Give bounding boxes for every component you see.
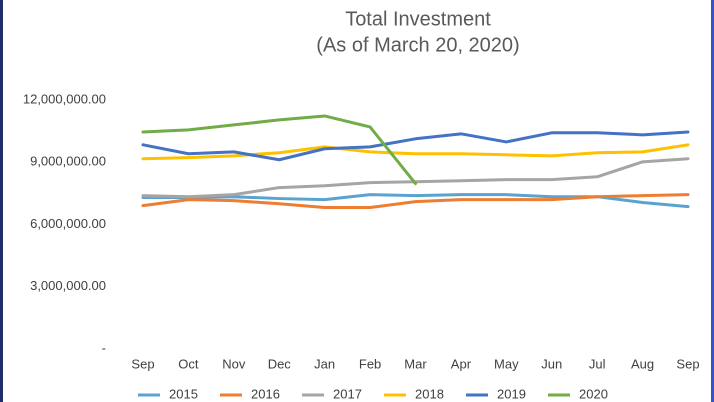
series-line: [141, 157, 690, 199]
y-tick-label: 3,000,000.00: [30, 278, 106, 293]
x-tick-label: Apr: [451, 356, 472, 371]
y-tick-label: -: [102, 340, 106, 355]
legend-label: 2015: [169, 386, 198, 401]
x-tick-label: Aug: [631, 356, 654, 371]
y-tick-label: 12,000,000.00: [23, 91, 106, 106]
y-tick-label: 6,000,000.00: [30, 216, 106, 231]
legend-label: 2017: [333, 386, 362, 401]
legend-label: 2016: [251, 386, 280, 401]
x-tick-label: Oct: [178, 356, 199, 371]
series-line: [141, 114, 417, 186]
legend-label: 2019: [497, 386, 526, 401]
right-border: [711, 0, 714, 402]
chart-subtitle: (As of March 20, 2020): [316, 34, 519, 56]
x-tick-label: Jun: [541, 356, 562, 371]
x-tick-label: Sep: [676, 356, 699, 371]
chart-title: Total Investment: [345, 8, 491, 30]
x-tick-label: Jul: [589, 356, 606, 371]
series-line: [141, 130, 690, 162]
x-tick-label: Nov: [222, 356, 246, 371]
x-tick-label: Jan: [314, 356, 335, 371]
x-tick-label: May: [494, 356, 519, 371]
legend-label: 2020: [579, 386, 608, 401]
series-line: [141, 143, 690, 161]
series-line: [141, 193, 690, 209]
x-tick-label: Sep: [131, 356, 154, 371]
x-tick-label: Dec: [268, 356, 292, 371]
chart: Total Investment (As of March 20, 2020) …: [23, 8, 700, 401]
x-tick-label: Mar: [404, 356, 427, 371]
y-tick-label: 9,000,000.00: [30, 154, 106, 169]
legend-label: 2018: [415, 386, 444, 401]
left-border: [0, 0, 3, 402]
x-tick-label: Feb: [359, 356, 381, 371]
